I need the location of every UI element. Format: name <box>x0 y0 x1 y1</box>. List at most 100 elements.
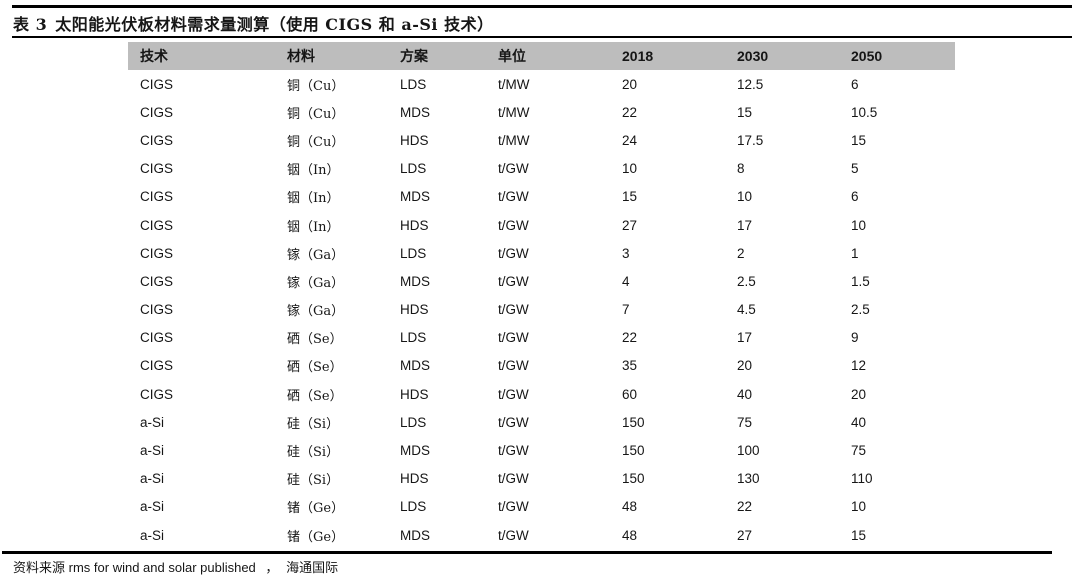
table-cell: LDS <box>400 161 427 177</box>
column-header: 材料 <box>287 49 315 65</box>
table-row: a-Si 锗（Ge） LDS t/GW 48 22 10 <box>128 493 955 521</box>
table-cell: 硅（Si） <box>287 416 340 432</box>
table-cell: 22 <box>737 499 753 515</box>
table-cell: 铟（In） <box>287 219 340 235</box>
table-cell: t/GW <box>498 358 529 374</box>
table-cell: 9 <box>851 330 859 346</box>
table-row: CIGS 铜（Cu） LDS t/MW 20 12.5 6 <box>128 70 955 98</box>
table-cell: 3 <box>622 245 630 261</box>
table-row: a-Si 硅（Si） LDS t/GW 150 75 40 <box>128 408 955 436</box>
table-cell: CIGS <box>140 104 174 120</box>
table-cell: 2.5 <box>851 302 870 318</box>
table-cell: MDS <box>400 104 430 120</box>
table-row: CIGS 镓（Ga） LDS t/GW 3 2 1 <box>128 239 955 267</box>
table-cell: 100 <box>737 443 760 459</box>
table-cell: 8 <box>737 161 745 177</box>
table-cell: HDS <box>400 471 429 487</box>
table-cell: 2 <box>737 245 745 261</box>
table-caption: 表 3 太阳能光伏板材料需求量测算（使用 CIGS 和 a-Si 技术） <box>13 11 494 35</box>
table-cell: CIGS <box>140 330 174 346</box>
table-row: CIGS 铟（In） LDS t/GW 10 8 5 <box>128 155 955 183</box>
table-cell: t/GW <box>498 330 529 346</box>
table-cell: t/GW <box>498 273 529 289</box>
table-cell: t/GW <box>498 189 529 205</box>
table-cell: a-Si <box>140 471 165 487</box>
table-cell: 5 <box>851 161 859 177</box>
table-cell: 镓（Ga） <box>287 275 345 291</box>
table-cell: 150 <box>622 443 645 459</box>
table-row: CIGS 镓（Ga） HDS t/GW 7 4.5 2.5 <box>128 296 955 324</box>
table-cell: LDS <box>400 330 427 346</box>
column-header: 2018 <box>622 48 654 64</box>
table-cell: t/GW <box>498 161 529 177</box>
table-cell: 10.5 <box>851 104 878 120</box>
table-cell: 硅（Si） <box>287 473 340 489</box>
table-cell: 20 <box>851 386 867 402</box>
table-cell: 铟（In） <box>287 191 340 207</box>
bottom-divider <box>2 551 1052 554</box>
table-cell: 15 <box>851 132 867 148</box>
table-cell: MDS <box>400 443 430 459</box>
column-header: 方案 <box>400 49 428 65</box>
table-row: CIGS 镓（Ga） MDS t/GW 4 2.5 1.5 <box>128 267 955 295</box>
table-row: CIGS 铟（In） HDS t/GW 27 17 10 <box>128 211 955 239</box>
table-row: CIGS 硒（Se） MDS t/GW 35 20 12 <box>128 352 955 380</box>
table-cell: t/GW <box>498 245 529 261</box>
table-cell: 17 <box>737 217 753 233</box>
table-cell: 40 <box>851 414 867 430</box>
column-header: 2030 <box>737 48 769 64</box>
table-row: CIGS 硒（Se） HDS t/GW 60 40 20 <box>128 380 955 408</box>
table-cell: 15 <box>737 104 753 120</box>
table-cell: 6 <box>851 76 859 92</box>
table-cell: 22 <box>622 330 638 346</box>
table-cell: 1.5 <box>851 273 870 289</box>
table-cell: t/GW <box>498 443 529 459</box>
table-cell: 铜（Cu） <box>287 134 345 150</box>
table-cell: t/GW <box>498 414 529 430</box>
table-cell: HDS <box>400 217 429 233</box>
table-cell: 17.5 <box>737 132 764 148</box>
table-cell: a-Si <box>140 499 165 515</box>
table-cell: 锗（Ge） <box>287 501 345 517</box>
table-cell: CIGS <box>140 358 174 374</box>
table-cell: 75 <box>737 414 753 430</box>
table-caption-label: 表 3 <box>13 15 48 34</box>
table-cell: a-Si <box>140 527 165 543</box>
table-body: CIGS 铜（Cu） LDS t/MW 20 12.5 6 CIGS 铜（Cu） MDS t/MW 2… <box>128 70 955 549</box>
table-cell: 22 <box>622 104 638 120</box>
table-cell: 40 <box>737 386 753 402</box>
caption-divider <box>12 36 1072 38</box>
column-header: 2050 <box>851 48 883 64</box>
source-separator: ， <box>265 561 279 576</box>
table-cell: MDS <box>400 358 430 374</box>
table-row: a-Si 硅（Si） HDS t/GW 150 130 110 <box>128 465 955 493</box>
source-org: 海通国际 <box>286 561 339 576</box>
table-cell: HDS <box>400 132 429 148</box>
table-cell: t/GW <box>498 217 529 233</box>
table-cell: 硒（Se） <box>287 388 343 404</box>
table-cell: 60 <box>622 386 638 402</box>
table-cell: 硒（Se） <box>287 332 343 348</box>
table-cell: t/GW <box>498 471 529 487</box>
table-cell: 48 <box>622 499 638 515</box>
table-cell: CIGS <box>140 189 174 205</box>
table-cell: 27 <box>622 217 638 233</box>
table-row: CIGS 铟（In） MDS t/GW 15 10 6 <box>128 183 955 211</box>
table-cell: HDS <box>400 302 429 318</box>
table-cell: CIGS <box>140 132 174 148</box>
table-cell: 4 <box>622 273 630 289</box>
table-cell: 27 <box>737 527 753 543</box>
table-cell: a-Si <box>140 443 165 459</box>
source-note: 资料来源 rms for wind and solar published ， … <box>13 557 338 576</box>
table-cell: CIGS <box>140 302 174 318</box>
column-header: 单位 <box>498 49 526 65</box>
table-cell: 35 <box>622 358 638 374</box>
table-cell: 12 <box>851 358 867 374</box>
table-cell: 10 <box>622 161 638 177</box>
table-cell: MDS <box>400 273 430 289</box>
column-header: 技术 <box>140 49 168 65</box>
table-cell: CIGS <box>140 386 174 402</box>
table-cell: t/GW <box>498 527 529 543</box>
table-cell: 15 <box>622 189 638 205</box>
table-cell: 1 <box>851 245 859 261</box>
